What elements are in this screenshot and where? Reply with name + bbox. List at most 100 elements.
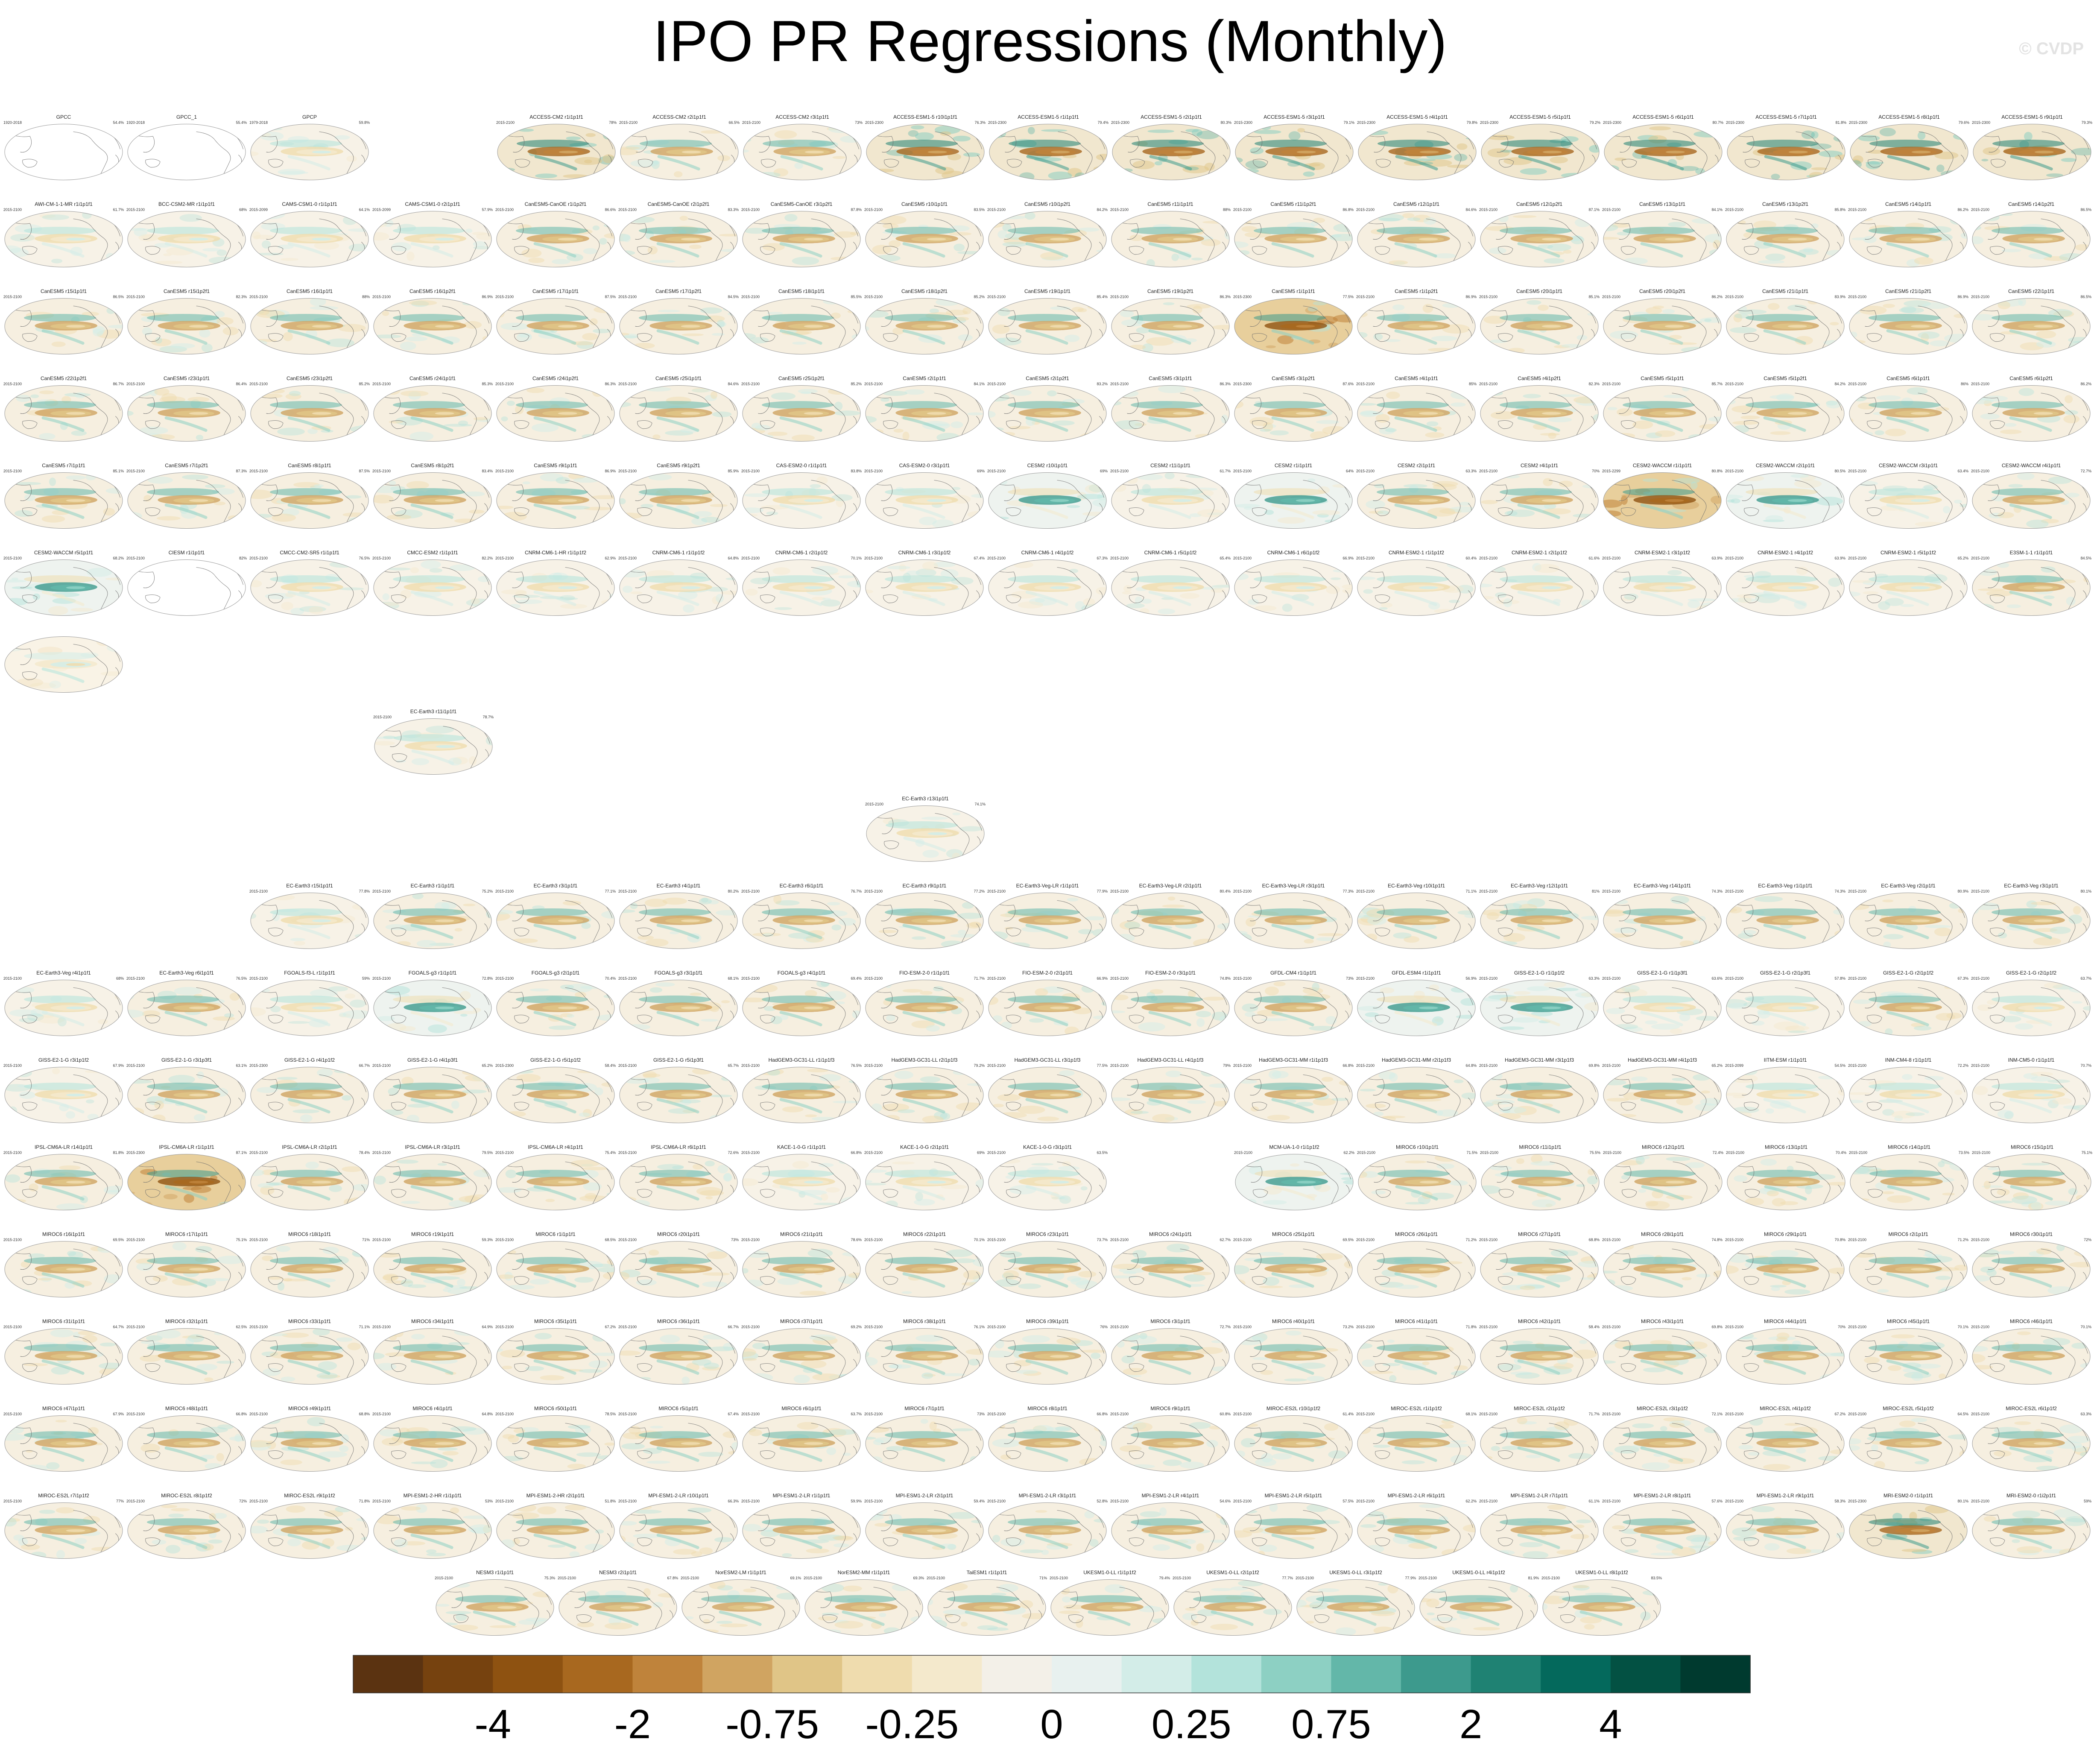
panel-title: ACCESS-ESM1-5 r9i1p1f1	[2001, 114, 2063, 120]
panel-title: GISS-E2-1-G r3i1p1f2	[38, 1057, 89, 1063]
panel-title: GFDL-CM4 r1i1p1f1	[1270, 970, 1316, 976]
panel-period: 2015-2100	[741, 208, 760, 212]
map-panel: MIROC6 r29i1p1f1 2015-2100 70.8%	[1725, 1231, 1846, 1297]
panel-title: CanESM5 r5i1p2f1	[1764, 375, 1807, 381]
panel-title: UKESM1-0-LL r8i1p1f2	[1575, 1569, 1628, 1575]
map-panel: CanESM5 r9i1p1f1 2015-2100 86.9%	[495, 463, 616, 529]
map-panel: MPI-ESM1-2-LR r4i1p1f1 2015-2100 54.6%	[1110, 1493, 1231, 1559]
panel-period: 2015-2100	[987, 976, 1006, 981]
map-panel: MIROC6 r20i1p1f1 2015-2100 73%	[618, 1231, 739, 1297]
panel-percent: 76.7%	[851, 889, 862, 893]
panel-title: CanESM5 r17i1p1f1	[532, 288, 579, 294]
panel-percent: 80.7%	[1712, 120, 1723, 125]
panel-title: CNRM-CM6-1 r3i1p1f2	[898, 550, 951, 556]
panel-percent: 79.1%	[1343, 120, 1354, 125]
panel-percent: 78%	[609, 120, 617, 125]
panel-percent: 86.9%	[1465, 295, 1477, 299]
panel-title: EC-Earth3-Veg r1i1p1f1	[1758, 883, 1813, 889]
panel-percent: 68.1%	[728, 976, 739, 981]
panel-percent: 72%	[239, 1499, 247, 1503]
panel-title: MIROC6 r23i1p1f1	[1026, 1231, 1069, 1237]
panel-title: HadGEM3-GC31-MM r4i1p1f3	[1628, 1057, 1697, 1063]
map-panel: FGOALS-g3 r3i1p1f1 2015-2100 68.1%	[618, 970, 739, 1036]
map-panel: MPI-ESM1-2-LR r5i1p1f1 2015-2100 57.5%	[1233, 1493, 1354, 1559]
map-panel: CESM2-WACCM r2i1p1f1 2015-2100 80.5%	[1725, 463, 1846, 529]
panel-percent: 70.1%	[851, 556, 862, 560]
panel-percent: 71.8%	[359, 1499, 370, 1503]
panel-percent: 77%	[116, 1499, 124, 1503]
map-panel: CNRM-CM6-1 r6i1p1f2 2015-2100 66.9%	[1233, 550, 1354, 616]
panel-percent: 61.7%	[1220, 469, 1231, 473]
panel-percent: 77.8%	[359, 889, 370, 893]
panel-percent: 73.2%	[1342, 1325, 1354, 1329]
map-panel: MPI-ESM1-2-HR r2i1p1f1 2015-2100 51.8%	[495, 1493, 616, 1559]
map-panel: EC-Earth3-Veg-LR r3i1p1f1 2015-2100 77.3%	[1233, 883, 1354, 949]
panel-title: ACCESS-ESM1-5 r10i1p1f1	[893, 114, 957, 120]
panel-title: EC-Earth3-Veg-LR r2i1p1f1	[1139, 883, 1202, 889]
map-panel: UKESM1-0-LL r2i1p1f2 2015-2100 77.7%	[1173, 1569, 1293, 1636]
panel-period: 2015-2100	[1479, 295, 1497, 299]
panel-period: 2015-2100	[495, 976, 514, 981]
panel-period: 2015-2100	[1110, 976, 1129, 981]
panel-period: 2015-2100	[126, 469, 145, 473]
panel-period: 2015-2100	[1971, 1412, 1989, 1416]
panel-title: CNRM-ESM2-1 r1i1p1f2	[1389, 550, 1444, 556]
panel-title: ACCESS-ESM1-5 r4i1p1f1	[1386, 114, 1448, 120]
map-panel: MIROC6 r3i1p1f1 2015-2100 72.7%	[1110, 1318, 1231, 1385]
map-panel: HadGEM3-GC31-MM r1i1p1f3 2015-2100 66.8%	[1233, 1057, 1354, 1123]
panel-percent: 66.8%	[236, 1412, 247, 1416]
panel-title: ACCESS-ESM1-5 r1i1p1f1	[1018, 114, 1079, 120]
panel-period: 2015-2100	[1479, 1238, 1497, 1242]
map-panel: GISS-E2-1-G r2i1p1f2 2015-2100 63.7%	[1971, 970, 2091, 1036]
map-panel: CESM2 r11i1p1f1 2015-2100 61.7%	[1110, 463, 1231, 529]
panel-period: 2015-2100	[1233, 1238, 1252, 1242]
panel-title: UKESM1-0-LL r2i1p1f2	[1206, 1569, 1259, 1575]
panel-title: FGOALS-f3-L r1i1p1f1	[284, 970, 335, 976]
panel-title: MIROC6 r45i1p1f1	[1887, 1318, 1930, 1324]
panel-title: HadGEM3-GC31-LL r4i1p1f3	[1138, 1057, 1204, 1063]
panel-percent: 83.9%	[1834, 295, 1846, 299]
panel-title: BCC-CSM2-MR r1i1p1f1	[158, 201, 215, 207]
panel-period: 2015-2300	[1357, 120, 1375, 125]
panel-title: CanESM5 r2i1p1f1	[903, 375, 946, 381]
map-panel: MIROC6 r5i1p1f1 2015-2100 67.4%	[618, 1405, 739, 1472]
panel-title: CESM2-WACCM r4i1p1f1	[2002, 463, 2061, 468]
panel-title: CanESM5 r12i1p1f1	[1393, 201, 1439, 207]
map-panel: CanESM5 r6i1p1f1 2015-2100 86%	[1848, 375, 1968, 442]
panel-period: 1920-2018	[126, 120, 145, 125]
panel-title: ACCESS-CM2 r3i1p1f1	[775, 114, 829, 120]
panel-percent: 64.8%	[482, 1412, 493, 1416]
panel-period: 2015-2100	[681, 1576, 699, 1580]
map-panel: MIROC6 r31i1p1f1 2015-2100 64.7%	[3, 1318, 124, 1385]
map-panel: EC-Earth3 r9i1p1f1 2015-2100 77.2%	[864, 883, 985, 949]
colorbar-tick-label: 0.25	[1152, 1701, 1231, 1747]
panel-title: MIROC6 r1i1p1f1	[535, 1231, 576, 1237]
panel-title: EC-Earth3-Veg-LR r3i1p1f1	[1262, 883, 1325, 889]
chart-title: IPO PR Regressions (Monthly)	[653, 9, 1447, 73]
panel-period: 2015-2100	[1602, 295, 1620, 299]
map-panel: CNRM-CM6-1 r1i1p1f2 2015-2100 64.8%	[618, 550, 739, 616]
panel-percent: 62.5%	[236, 1325, 247, 1329]
panel-title: CanESM5 r9i1p2f1	[657, 463, 700, 468]
panel-title: GISS-E2-1-G r2i1p1f2	[1883, 970, 1933, 976]
map-panel: MPI-ESM1-2-LR r7i1p1f1 2015-2100 61.1%	[1479, 1493, 1600, 1559]
panel-period: 2015-2100	[495, 1499, 514, 1503]
panel-percent: 64.7%	[113, 1325, 124, 1329]
panel-percent: 84.2%	[1097, 208, 1108, 212]
map-panel: CMCC-CM2-SR5 r1i1p1f1 2015-2100 76.5%	[249, 550, 370, 616]
panel-title: MPI-ESM1-2-LR r8i1p1f1	[1634, 1493, 1691, 1499]
panel-period: 2015-2100	[1356, 469, 1375, 473]
map-panel: CNRM-CM6-1 r2i1p1f2 2015-2100 70.1%	[741, 550, 862, 616]
panel-percent: 61.1%	[1588, 1499, 1600, 1503]
panel-percent: 69.4%	[851, 976, 862, 981]
panel-percent: 74.8%	[1711, 1238, 1723, 1242]
panel-period: 2015-2100	[1971, 469, 1989, 473]
map-panel: MIROC-ES2L r4i1p1f2 2015-2100 67.2%	[1725, 1405, 1846, 1472]
panel-period: 2015-2100	[249, 1499, 268, 1503]
panel-title: MIROC-ES2L r3i1p1f2	[1637, 1405, 1688, 1411]
panel-period: 2015-2100	[618, 208, 637, 212]
map-panel: EC-Earth3 r6i1p1f1 2015-2100 76.7%	[741, 883, 862, 949]
map-panel: GISS-E2-1-G r3i1p3f1 2015-2100 63.1%	[126, 1057, 247, 1123]
panel-percent: 63.3%	[2080, 1412, 2091, 1416]
panel-title: GISS-E2-1-G r1i1p1f2	[1514, 970, 1565, 976]
